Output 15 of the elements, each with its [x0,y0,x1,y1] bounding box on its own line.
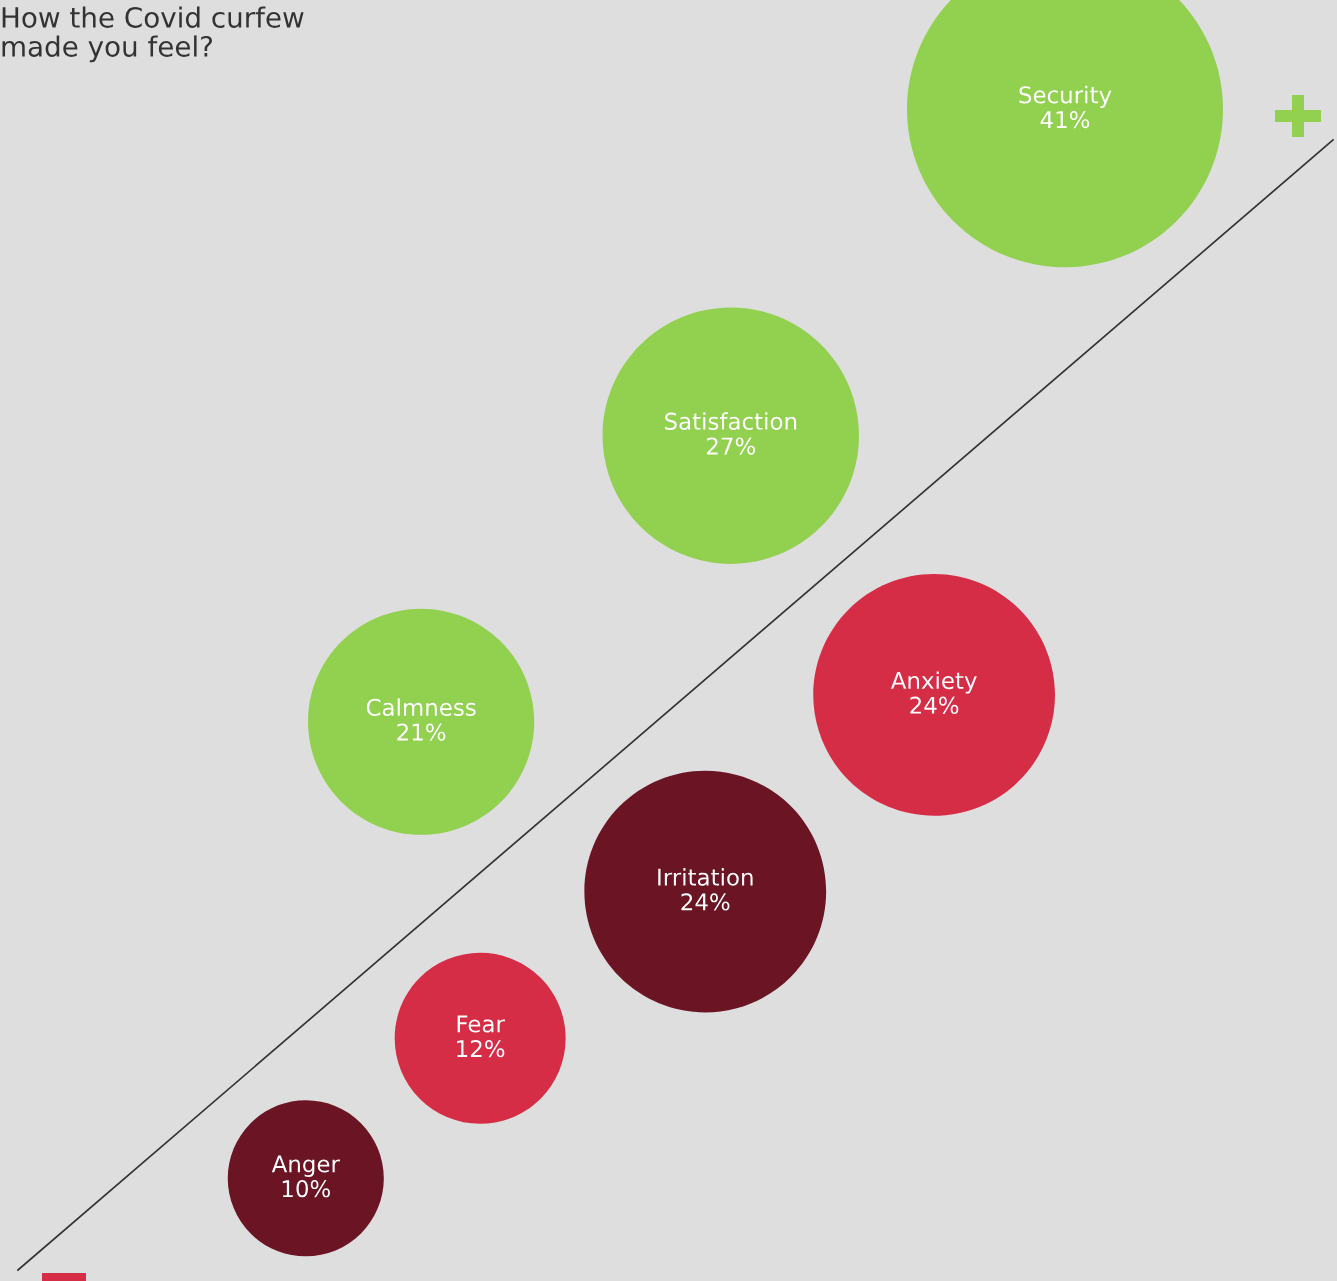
data-label: 27% [707,437,755,455]
data-label: 12% [457,1040,505,1058]
category-label: Irritation [658,868,753,886]
category-label: Satisfaction [665,412,797,430]
category-label: Fear [457,1015,505,1033]
data-label: 24% [681,893,730,911]
data-label: 41% [1040,110,1090,129]
category-label: Calmness [366,698,476,716]
category-label: Security [1019,85,1112,108]
data-label: 21% [397,723,446,741]
text: How the Covid curfew made you feel? [2,6,304,63]
data-label: 24% [910,696,959,714]
data-label: 10% [282,1180,330,1198]
category-label: Anger [271,1155,340,1178]
category-label: Anxiety [890,671,977,694]
